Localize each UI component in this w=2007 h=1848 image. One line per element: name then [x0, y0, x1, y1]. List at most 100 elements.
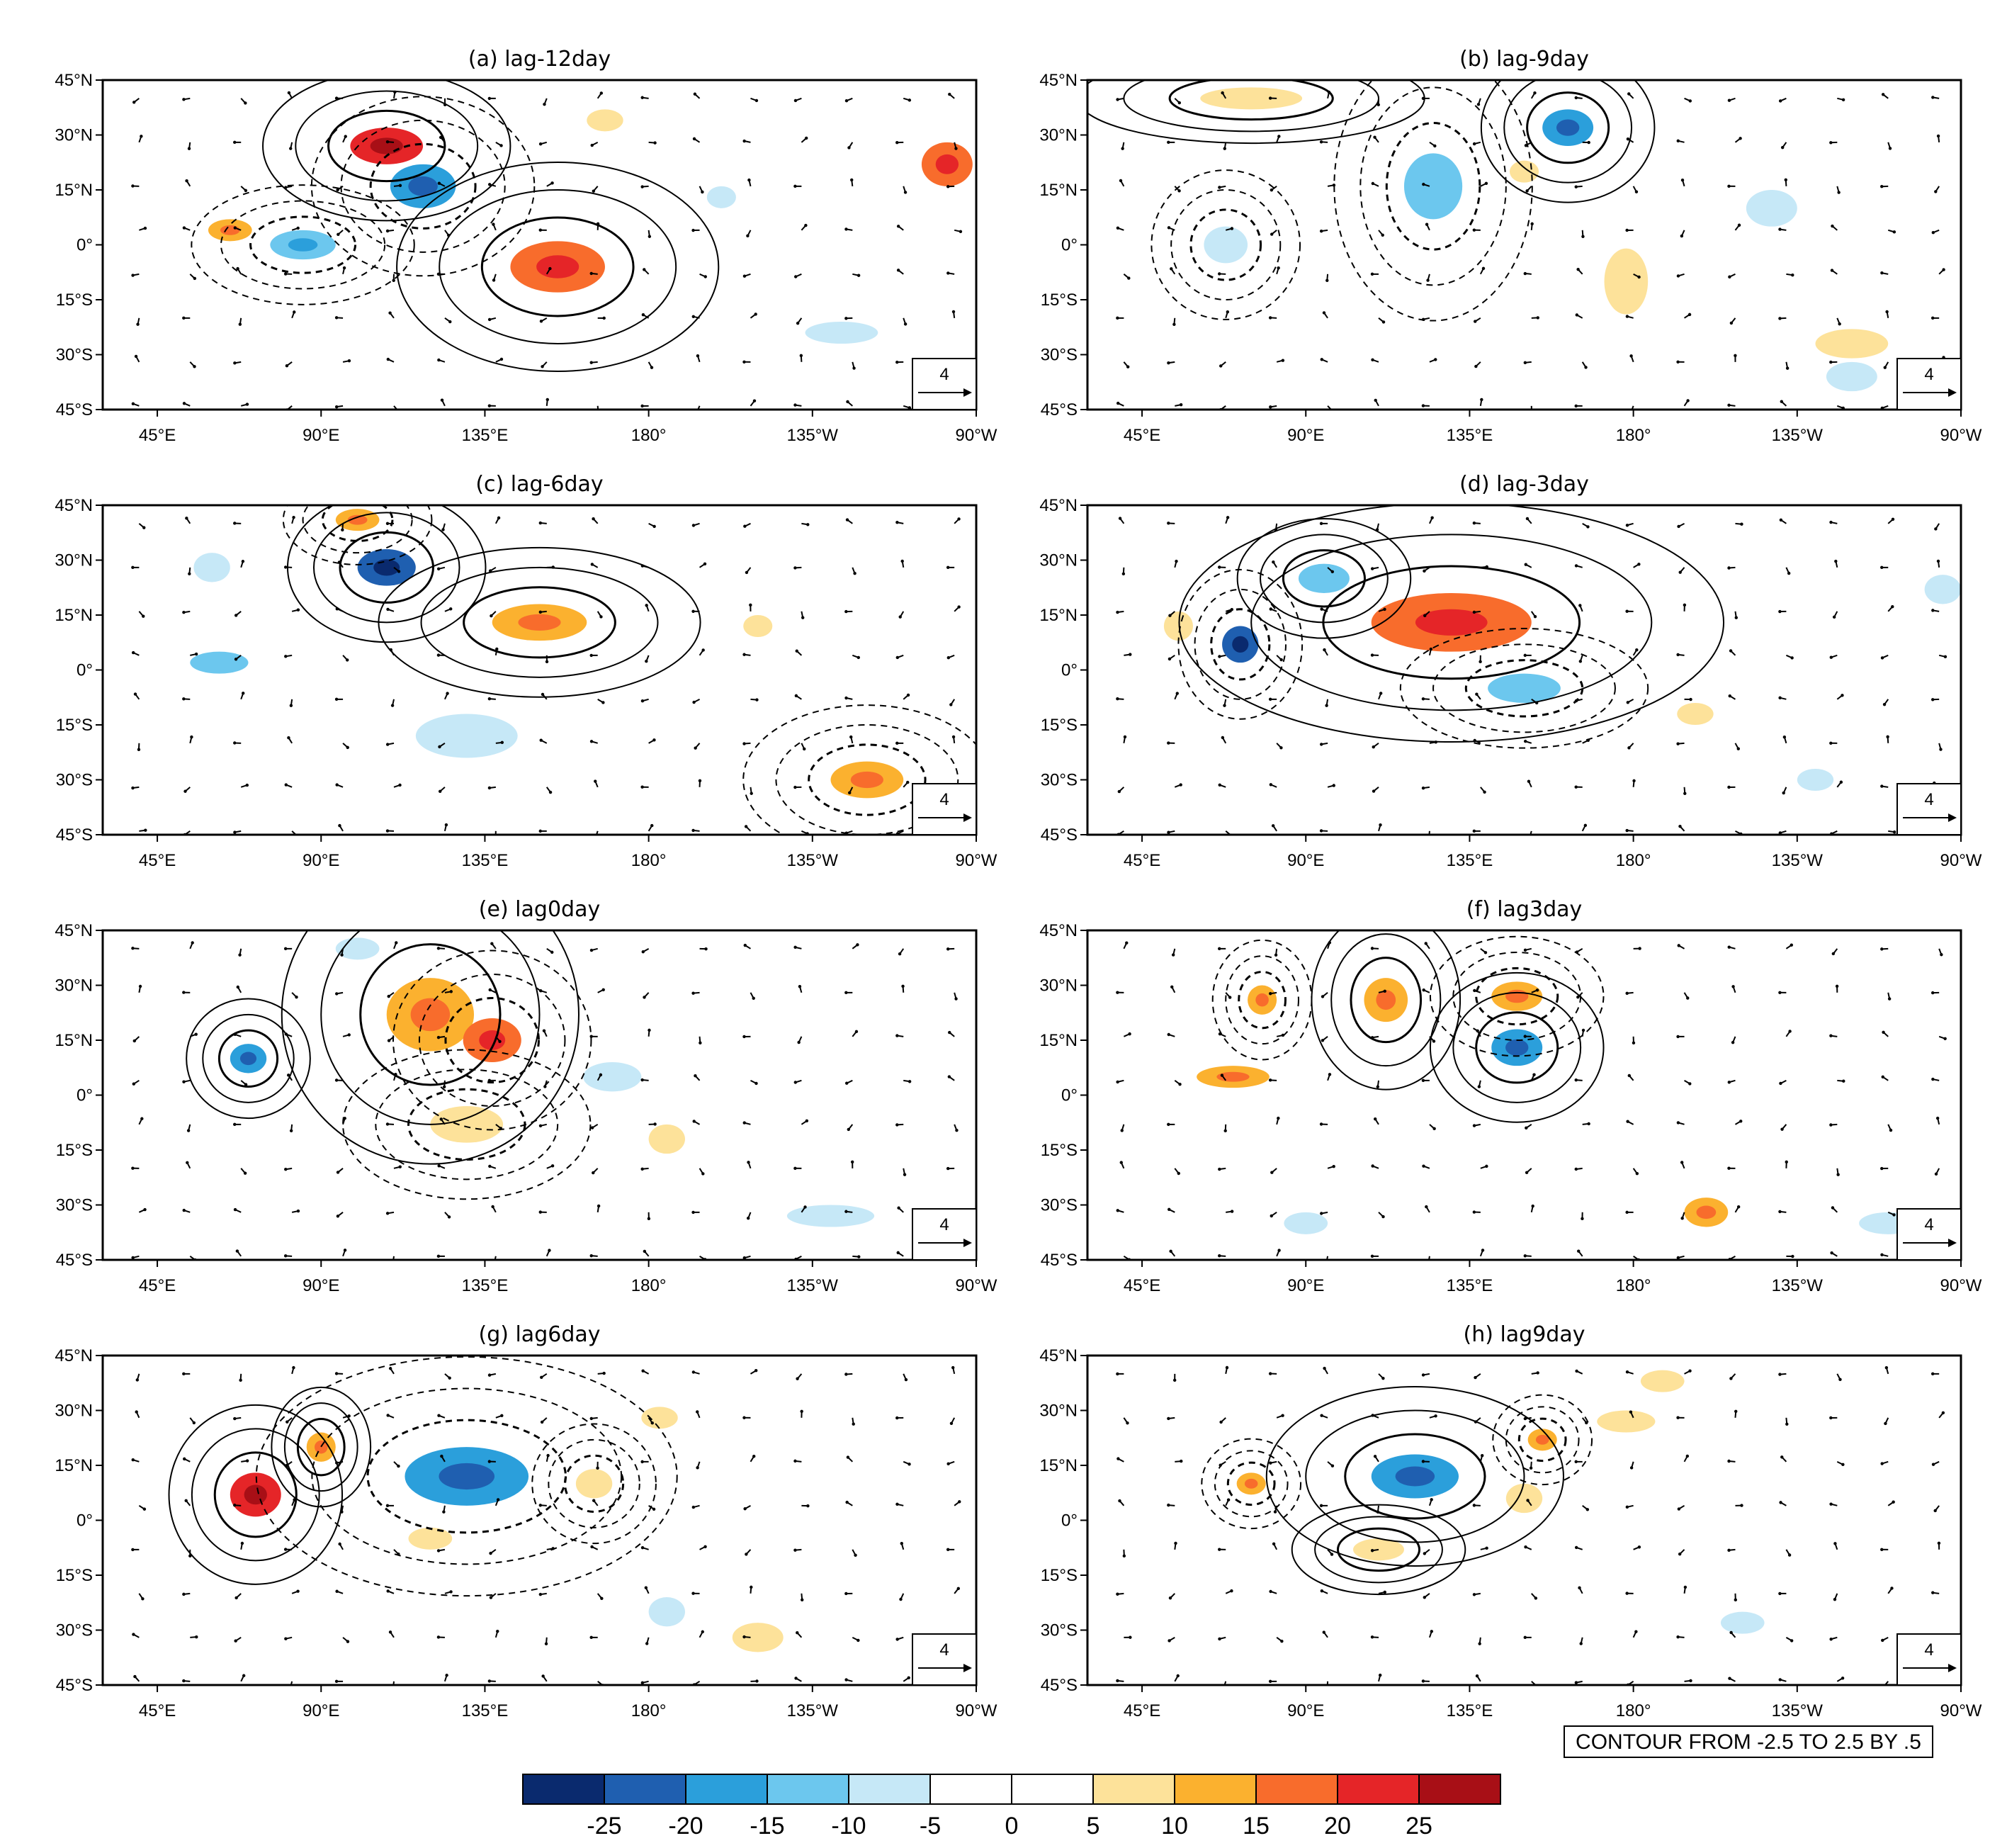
wind-vector-head [1374, 398, 1377, 402]
wind-vector-head [487, 183, 492, 186]
wind-vector-head [1778, 317, 1782, 320]
wind-vector-head [1835, 984, 1839, 988]
colorbar-label: -20 [668, 1813, 703, 1839]
wind-vector-head [542, 1029, 546, 1032]
wind-vector-head [385, 743, 390, 746]
wind-vector-head [1525, 517, 1530, 521]
wind-vector-head [589, 1416, 593, 1421]
wind-vector-head [1680, 178, 1685, 182]
wind-vector-head [1381, 320, 1386, 324]
wind-vector-head [854, 1553, 857, 1557]
wind-vector-head [1175, 559, 1178, 563]
contour-line [1177, 568, 1304, 720]
wind-vector-head [1478, 1642, 1481, 1645]
wind-vector-head [1167, 1503, 1170, 1507]
wind-vector-head [538, 829, 542, 833]
wind-vector-head [548, 1249, 551, 1252]
wind-vector-head [701, 1630, 704, 1634]
contour-line [420, 566, 659, 678]
lat-tick-label: 45°S [1041, 1251, 1078, 1270]
wind-vector-head [1523, 948, 1527, 952]
wind-vector-head [182, 402, 186, 405]
wind-vector-head [1116, 610, 1119, 614]
wind-vector-head [442, 1085, 446, 1089]
wind-vector-head [1269, 992, 1272, 996]
wind-vector-head [1118, 1499, 1121, 1503]
anomaly-blob-core [1535, 1434, 1549, 1445]
wind-vector-head [283, 1548, 288, 1551]
wind-vector-head [1477, 1085, 1481, 1088]
wind-vector-head [750, 791, 753, 795]
wind-vector-head [1230, 607, 1234, 612]
wind-vector-head [1323, 1366, 1326, 1370]
wind-vector-head [1370, 567, 1374, 570]
wind-vector-head [1577, 1249, 1581, 1253]
wind-vector-head [1421, 96, 1425, 101]
wind-vector-head [1830, 1251, 1833, 1255]
reference-vector-label: 4 [1924, 1215, 1933, 1234]
wind-vector-head [691, 315, 695, 318]
wind-vector-head [194, 1032, 198, 1036]
wind-vector-head [1179, 402, 1183, 407]
contour-line [1475, 967, 1559, 1026]
wind-vector-head [1829, 1502, 1833, 1506]
panel-plot-area [131, 505, 976, 835]
wind-vector-head [1268, 697, 1272, 702]
wind-vector-head [692, 1120, 696, 1123]
wind-vector-head [1779, 1501, 1782, 1504]
lat-tick-label: 15°N [55, 606, 93, 625]
wind-vector-head [1686, 399, 1690, 402]
wind-vector-head [543, 103, 546, 106]
wind-vector-head [1625, 228, 1629, 232]
wind-vector-head [1676, 653, 1680, 657]
wind-vector-head [1320, 1212, 1323, 1215]
wind-vector-head [289, 147, 293, 150]
wind-vector-head [1782, 735, 1787, 739]
wind-vector-head [132, 1039, 136, 1043]
wind-vector-head [1627, 1074, 1632, 1078]
lon-tick-label: 45°E [1124, 851, 1160, 870]
wind-vector-head [691, 828, 695, 833]
wind-vector-head [1678, 570, 1682, 574]
colorbar-swatch [522, 1774, 605, 1805]
lon-tick-label: 90°E [1287, 851, 1324, 870]
wind-vector-head [284, 783, 288, 787]
wind-vector-head [1280, 1639, 1284, 1643]
contour-line [283, 1402, 358, 1492]
wind-vector-head [186, 1129, 191, 1132]
wind-vector-head [691, 524, 696, 527]
wind-vector-head [195, 1635, 198, 1639]
wind-vector-head [233, 830, 237, 834]
wind-vector-head [946, 656, 951, 660]
wind-vector-head [1785, 366, 1790, 370]
wind-vector-head [235, 1249, 239, 1253]
wind-vector-head [589, 271, 593, 276]
wind-vector-head [645, 660, 648, 663]
wind-vector-head [1533, 91, 1537, 95]
wind-vector-head [1625, 1210, 1629, 1215]
wind-vector-head [844, 1591, 848, 1596]
wind-vector-head [796, 1377, 799, 1380]
wind-vector-head [390, 704, 395, 707]
reference-vector-label: 4 [939, 365, 949, 384]
wind-vector-head [1787, 571, 1791, 575]
wind-vector-head [1784, 178, 1787, 182]
wind-vector-head [334, 1372, 339, 1375]
lat-tick-label: 15°N [1039, 181, 1078, 200]
wind-vector-head [491, 1205, 494, 1209]
anomaly-blob-core [1216, 1071, 1250, 1082]
contour-line [321, 505, 394, 542]
contour-line [1399, 628, 1649, 749]
lat-tick-label: 30°S [1041, 346, 1078, 365]
wind-vector-head [1218, 1637, 1221, 1641]
wind-vector-head [346, 1640, 350, 1643]
lat-tick-label: 15°S [1041, 1566, 1078, 1585]
contour-line [1429, 971, 1605, 1123]
wind-vector-head [436, 1549, 441, 1553]
wind-vector-head [545, 398, 549, 402]
wind-vector-head [1635, 1171, 1639, 1176]
wind-vector-head [1728, 1677, 1731, 1680]
contour-line [281, 930, 580, 1165]
lon-tick-label: 90°E [303, 1701, 339, 1720]
wind-vector-head [1841, 694, 1844, 697]
